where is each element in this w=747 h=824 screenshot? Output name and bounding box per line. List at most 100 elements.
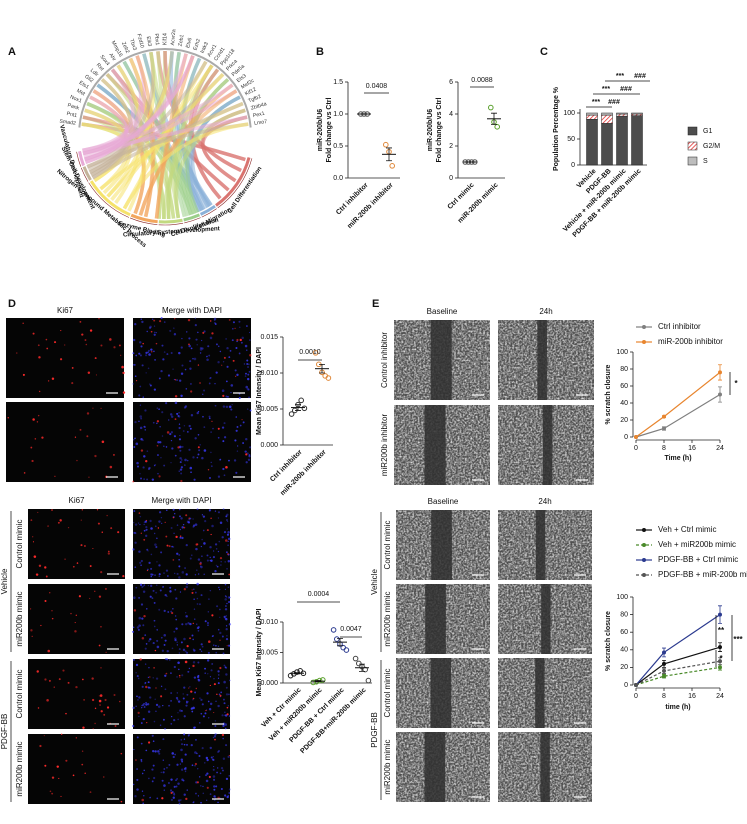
nucleus bbox=[182, 430, 185, 432]
micrograph bbox=[132, 582, 232, 655]
nucleus bbox=[228, 405, 232, 409]
nucleus bbox=[134, 437, 136, 440]
nucleus bbox=[190, 471, 192, 474]
nucleus bbox=[134, 523, 138, 526]
nucleus bbox=[190, 347, 193, 350]
ki67-spot bbox=[145, 685, 148, 689]
nucleus bbox=[222, 652, 225, 655]
ki67-spot bbox=[86, 435, 89, 438]
nucleus bbox=[209, 676, 212, 678]
nucleus bbox=[179, 461, 182, 464]
ki67-spot bbox=[159, 320, 162, 323]
nucleus bbox=[176, 379, 178, 381]
nucleus bbox=[201, 347, 204, 350]
significance-mark: ### bbox=[608, 99, 620, 106]
nucleus bbox=[193, 649, 196, 652]
nucleus bbox=[135, 586, 138, 589]
ki67-spot bbox=[92, 407, 94, 409]
nucleus bbox=[150, 567, 153, 570]
nucleus bbox=[222, 737, 224, 740]
term-label: Nitrogen Compound Metabolic Process bbox=[55, 168, 148, 249]
nucleus bbox=[174, 753, 177, 756]
ki67-spot bbox=[120, 800, 123, 803]
data-point bbox=[325, 375, 332, 381]
legend-marker bbox=[642, 340, 646, 344]
nucleus bbox=[226, 513, 229, 516]
nucleus bbox=[227, 755, 230, 758]
micrograph bbox=[498, 584, 592, 654]
nucleus bbox=[225, 673, 228, 676]
nucleus bbox=[226, 602, 228, 605]
significance-mark: ### bbox=[620, 86, 632, 93]
bar-segment bbox=[616, 115, 628, 166]
ki67-spot bbox=[82, 678, 84, 681]
y-tick-label: 1.0 bbox=[333, 111, 343, 118]
ki67-spot bbox=[170, 791, 173, 795]
nucleus bbox=[247, 377, 250, 381]
nucleus bbox=[176, 524, 179, 526]
ki67-spot bbox=[172, 559, 175, 561]
ki67-spot bbox=[232, 359, 235, 362]
nucleus bbox=[247, 408, 249, 410]
gene-label: Zbtb4a bbox=[250, 101, 267, 112]
nucleus bbox=[188, 667, 191, 670]
nucleus bbox=[163, 784, 166, 787]
ki67-spot bbox=[185, 797, 188, 801]
nucleus bbox=[161, 411, 164, 414]
ribbon bbox=[162, 108, 246, 220]
nucleus bbox=[224, 588, 227, 591]
term-arc bbox=[78, 151, 85, 167]
nucleus bbox=[163, 768, 166, 770]
ki67-spot bbox=[210, 533, 212, 536]
nucleus bbox=[190, 743, 193, 747]
nucleus bbox=[148, 466, 151, 470]
nucleus bbox=[186, 744, 188, 746]
nucleus bbox=[224, 561, 226, 563]
nucleus bbox=[200, 785, 202, 787]
nucleus bbox=[186, 789, 188, 791]
nucleus bbox=[173, 327, 175, 329]
ki67-spot bbox=[48, 679, 51, 682]
y-tick-label: 60 bbox=[620, 383, 628, 390]
nucleus bbox=[217, 767, 219, 769]
ki67-spot bbox=[32, 332, 35, 335]
nucleus bbox=[140, 760, 143, 763]
ki67-spot bbox=[165, 535, 168, 538]
nucleus bbox=[181, 364, 184, 367]
nucleus bbox=[155, 677, 159, 680]
nucleus bbox=[170, 439, 173, 442]
ki67-spot bbox=[84, 772, 86, 774]
gene-label: Acvr2a bbox=[170, 29, 177, 46]
ki67-spot bbox=[221, 364, 223, 366]
nucleus bbox=[173, 630, 176, 633]
y-tick-label: 0.005 bbox=[260, 406, 278, 413]
ki67-spot bbox=[46, 698, 49, 702]
nucleus bbox=[206, 559, 209, 562]
nucleus bbox=[136, 695, 138, 698]
nucleus bbox=[154, 698, 156, 700]
nucleus bbox=[147, 367, 150, 370]
p-value: 0.0004 bbox=[308, 591, 330, 598]
ki67-spot bbox=[186, 645, 189, 648]
texture bbox=[498, 658, 592, 728]
nucleus bbox=[239, 326, 241, 328]
gene-label: Acvr1 bbox=[207, 43, 219, 58]
nucleus bbox=[160, 771, 163, 774]
significance-mark: * bbox=[719, 654, 723, 663]
ki67-spot bbox=[98, 695, 100, 697]
y-axis-label: % scratch closure bbox=[605, 364, 612, 424]
column-header: 24h bbox=[538, 497, 551, 506]
ki67-spot bbox=[206, 529, 209, 532]
nucleus bbox=[140, 559, 143, 563]
nucleus bbox=[147, 351, 149, 353]
nucleus bbox=[245, 385, 249, 389]
nucleus bbox=[161, 435, 164, 437]
term-arc bbox=[215, 157, 251, 207]
nucleus bbox=[196, 344, 198, 346]
nucleus bbox=[135, 442, 139, 446]
nucleus bbox=[178, 426, 181, 430]
nucleus bbox=[181, 623, 184, 626]
nucleus bbox=[172, 546, 175, 548]
nucleus bbox=[171, 752, 175, 755]
